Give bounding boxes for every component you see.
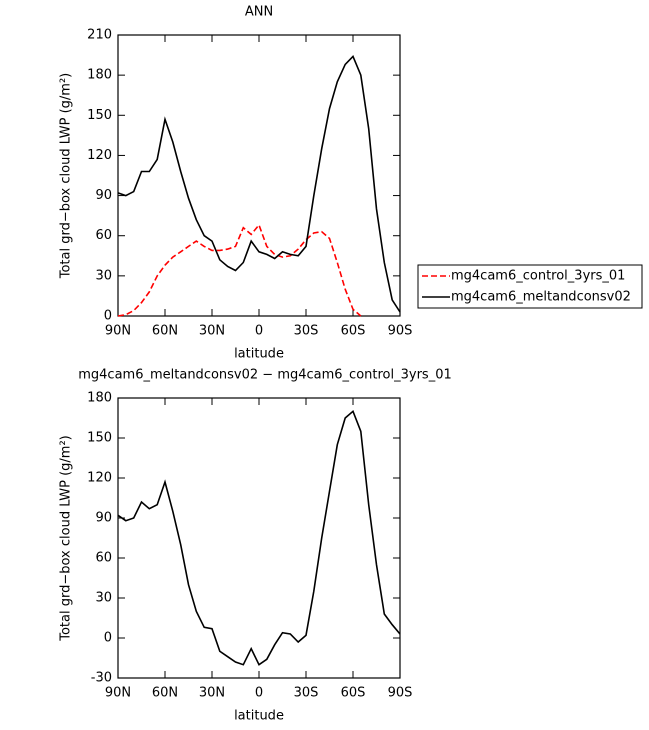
y-tick-label: 90 <box>95 188 112 203</box>
x-tick-label: 30N <box>199 324 225 339</box>
data-line <box>117 54 401 313</box>
legend-label: mg4cam6_meltandconsv02 <box>451 290 631 305</box>
x-tick-label: 90N <box>105 324 131 339</box>
y-tick-label: 150 <box>87 108 112 123</box>
x-tick-label: 30N <box>199 686 225 701</box>
y-tick-label: 30 <box>95 591 112 606</box>
plot-frame <box>117 397 401 679</box>
y-tick-label: 0 <box>104 631 112 646</box>
legend-label: mg4cam6_control_3yrs_01 <box>451 269 625 284</box>
y-tick-label: 210 <box>87 28 112 43</box>
x-tick-label: 90S <box>388 324 413 339</box>
x-tick-label: 0 <box>255 686 263 701</box>
data-line <box>117 223 362 317</box>
y-tick-label: 180 <box>87 68 112 83</box>
y-tick-label: 60 <box>95 228 112 243</box>
data-line <box>117 409 401 666</box>
x-axis-label: latitude <box>234 709 284 724</box>
y-tick-label: -30 <box>91 671 112 686</box>
x-tick-label: 60S <box>341 324 366 339</box>
y-tick-label: 60 <box>95 551 112 566</box>
chart-title: ANN <box>245 5 273 20</box>
y-axis-label: Total grd−box cloud LWP (g/m²) <box>59 73 74 280</box>
y-tick-label: 120 <box>87 471 112 486</box>
x-tick-label: 30S <box>294 324 319 339</box>
y-tick-label: 180 <box>87 391 112 406</box>
y-tick-label: 30 <box>95 268 112 283</box>
y-axis-label: Total grd−box cloud LWP (g/m²) <box>59 435 74 642</box>
y-tick-label: 90 <box>95 511 112 526</box>
x-tick-label: 90S <box>388 686 413 701</box>
chart-title: mg4cam6_meltandconsv02 − mg4cam6_control… <box>78 368 452 383</box>
y-tick-label: 0 <box>104 309 112 324</box>
x-tick-label: 0 <box>255 324 263 339</box>
plot-frame <box>117 34 401 317</box>
y-tick-label: 150 <box>87 431 112 446</box>
x-axis-label: latitude <box>234 347 284 362</box>
x-tick-label: 90N <box>105 686 131 701</box>
x-tick-label: 60N <box>152 324 178 339</box>
x-tick-label: 60N <box>152 686 178 701</box>
x-tick-label: 30S <box>294 686 319 701</box>
y-tick-label: 120 <box>87 148 112 163</box>
x-tick-label: 60S <box>341 686 366 701</box>
legend-box <box>417 264 643 309</box>
